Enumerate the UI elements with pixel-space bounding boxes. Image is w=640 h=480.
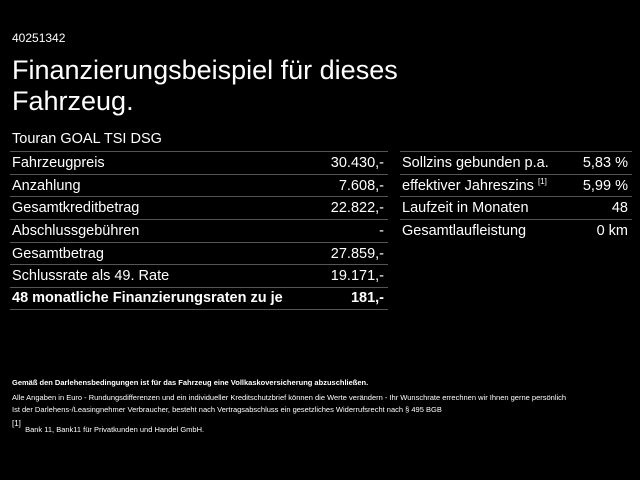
label-text: effektiver Jahreszins: [402, 178, 534, 195]
row-label: Sollzins gebunden p.a.: [402, 155, 549, 171]
table-row: Laufzeit in Monaten 48: [400, 196, 632, 219]
row-value: 22.822,-: [330, 200, 384, 217]
row-value: 27.859,-: [330, 245, 384, 262]
row-label: Anzahlung: [12, 177, 81, 194]
row-value: 5,99 %: [582, 177, 628, 194]
row-label: Gesamtkreditbetrag: [12, 200, 140, 217]
footer-line: Ist der Darlehens-/Leasingnehmer Verbrau…: [12, 405, 442, 414]
table-row: 48 monatliche Finanzierungsraten zu je 18…: [10, 287, 388, 310]
row-value: 181,-: [350, 290, 384, 307]
insurance-note: Gemäß den Darlehensbedingungen ist für d…: [12, 378, 369, 387]
rate-table: Sollzins gebunden p.a. 5,83 % effektiver J…: [400, 151, 632, 242]
row-value: 5,83 %: [582, 154, 628, 171]
label-text: Sollzins gebunden p.a.: [402, 154, 549, 171]
row-value: 48: [611, 200, 628, 217]
row-value: 30.430,-: [330, 154, 384, 171]
row-value: -: [379, 222, 384, 239]
table-row: Schlussrate als 49. Rate 19.171,-: [10, 264, 388, 287]
footer-line: Alle Angaben in Euro - Rundungsdifferenz…: [12, 393, 567, 402]
table-row: Abschlussgebühren -: [10, 219, 388, 242]
table-row: Gesamtlaufleistung 0 km: [400, 219, 632, 242]
label-text: Laufzeit in Monaten: [402, 200, 529, 217]
row-label: Gesamtlaufleistung: [402, 223, 526, 239]
table-row: Gesamtbetrag 27.859,-: [10, 241, 388, 265]
table-row: Gesamtkreditbetrag 22.822,-: [10, 196, 388, 219]
table-row: Fahrzeugpreis 30.430,-: [10, 151, 388, 174]
footnote-ref: [1]: [537, 177, 547, 187]
table-row: effektiver Jahreszins [1] 5,99 %: [400, 173, 632, 197]
table-row: Sollzins gebunden p.a. 5,83 %: [400, 151, 632, 174]
row-value: 19.171,-: [330, 268, 384, 285]
row-label: 48 monatliche Finanzierungsraten zu je: [12, 290, 283, 307]
financing-table: Fahrzeugpreis 30.430,- Anzahlung 7.608,- Ges…: [10, 151, 388, 310]
footnote-text: Bank 11, Bank11 für Privatkunden und Han…: [25, 425, 205, 434]
title: Finanzierungsbeispiel für dieses Fahrzeu…: [12, 55, 398, 116]
row-label: effektiver Jahreszins [1]: [402, 177, 547, 194]
vehicle-id: 40251342: [12, 31, 66, 45]
row-value: 7.608,-: [338, 177, 384, 194]
footnote: [1] Bank 11, Bank11 für Privatkunden und…: [12, 419, 204, 434]
row-label: Abschlussgebühren: [12, 222, 140, 239]
row-label: Fahrzeugpreis: [12, 154, 105, 171]
row-label: Laufzeit in Monaten: [402, 200, 529, 216]
model: Touran GOAL TSI DSG: [12, 131, 162, 147]
row-value: 0 km: [596, 222, 628, 239]
row-label: Schlussrate als 49. Rate: [12, 268, 170, 285]
footnote-mark: [1]: [12, 419, 21, 428]
label-text: Gesamtlaufleistung: [402, 222, 527, 239]
row-label: Gesamtbetrag: [12, 245, 104, 262]
table-row: Anzahlung 7.608,-: [10, 173, 388, 197]
